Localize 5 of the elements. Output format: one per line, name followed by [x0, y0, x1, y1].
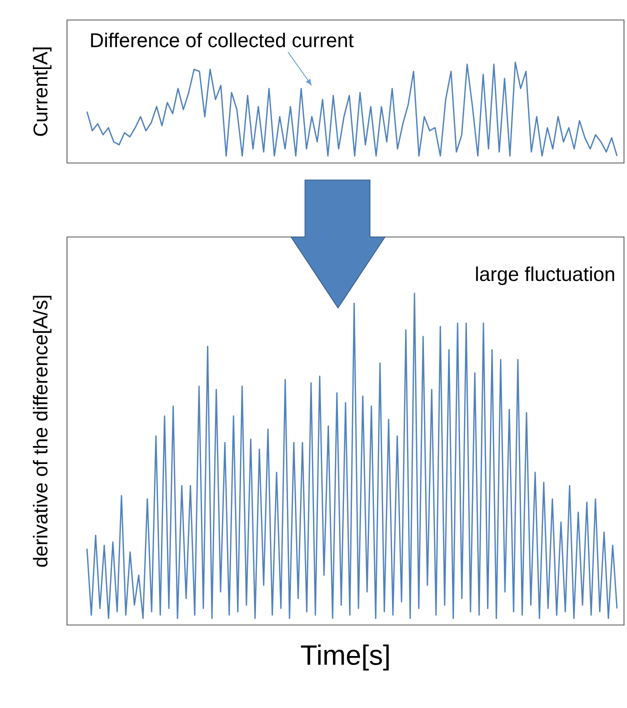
y-axis-title: Current[A] — [32, 48, 52, 136]
text: Difference of collected current — [91, 32, 354, 48]
y-axis-title: derivative of the difference[A/s] — [32, 296, 52, 567]
x-axis-title: Time[s] — [300, 644, 389, 671]
text: large fluctuation — [476, 266, 614, 286]
